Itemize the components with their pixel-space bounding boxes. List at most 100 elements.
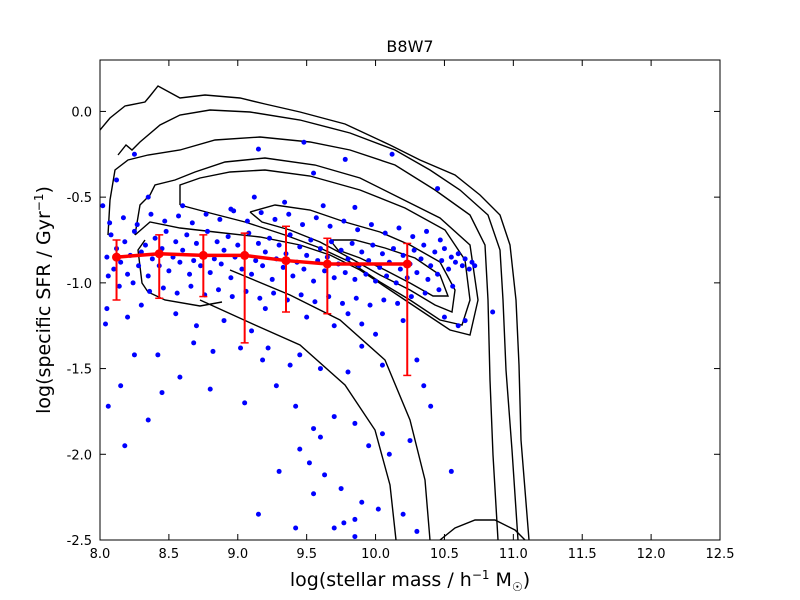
y-axis-label-sup: −1 [32,194,46,212]
scatter-point [107,220,113,226]
contour-level-7 [329,239,450,297]
contour-level-1 [99,85,530,541]
scatter-point [432,249,438,255]
scatter-point [448,254,454,260]
y-tick-label: -1.0 [67,277,92,292]
scatter-point [229,294,235,300]
scatter-point [160,285,166,291]
scatter-point [260,357,266,363]
x-tick-label: 10.5 [430,547,459,562]
scatter-point [359,321,365,327]
scatter-point [355,227,361,233]
scatter-point [446,266,452,272]
scatter-point [331,414,337,420]
scatter-point [400,252,406,258]
scatter-point [317,246,323,252]
scatter-point [145,273,151,279]
scatter-point [136,263,142,269]
scatter-point [269,276,275,282]
x-tick-label: 9.0 [227,547,248,562]
scatter-point [300,222,306,228]
scatter-point [331,323,337,329]
scatter-point [125,314,131,320]
scatter-point [105,403,111,409]
scatter-point [370,242,376,248]
scatter-point [184,232,190,238]
scatter-point [448,468,454,474]
scatter-point [381,297,387,303]
scatter-point [177,374,183,380]
scatter-point [142,242,148,248]
scatter-point [297,244,303,250]
scatter-point [286,211,292,217]
scatter-point [425,276,431,282]
scatter-point [298,292,304,298]
scatter-point [452,259,458,265]
scatter-point [131,352,137,358]
contour-level-2 [117,109,519,541]
scatter-point [122,239,128,245]
scatter-point [312,299,318,305]
scatter-point [122,443,128,449]
y-tick-label: -0.5 [67,191,92,206]
y-tick-label: -1.5 [67,363,92,378]
scatter-point [273,383,279,389]
scatter-point [352,534,358,540]
scatter-point [293,403,299,409]
scatter-point [297,446,303,452]
scatter-point [331,275,337,281]
y-tick-label: -2.0 [67,448,92,463]
scatter-point [104,306,110,312]
scatter-point [414,528,420,534]
chart-title: B8W7 [386,37,433,56]
scatter-point [435,186,441,192]
scatter-point [253,258,259,264]
scatter-point [352,516,358,522]
scatter-point [339,300,345,306]
scatter-point [352,204,358,210]
scatter-point [138,249,144,255]
scatter-point [306,460,312,466]
scatter-point [221,247,227,253]
scatter-point [125,271,131,277]
scatter-point [421,383,427,389]
scatter-point [352,420,358,426]
scatter-point [359,249,365,255]
scatter-point [114,177,120,183]
scatter-point [384,273,390,279]
x-axis-label: log(stellar mass / h−1 M☉) [290,568,530,594]
scatter-point [191,258,197,264]
scatter-point [118,259,124,265]
scatter-point [215,287,221,293]
scatter-point [249,271,255,277]
scatter-point [439,258,445,264]
scatter-point [462,318,468,324]
scatter-point [276,468,282,474]
scatter-point [395,300,401,306]
scatter-point [138,302,144,308]
scatter-point [396,225,402,231]
scatter-point [328,239,334,245]
scatter-point [193,323,199,329]
scatter-point [331,525,337,531]
scatter-point [437,237,443,243]
y-axis-label-close: ) [33,186,55,193]
median-point [154,249,164,259]
y-tick-label: 0.0 [71,105,92,120]
scatter-point [345,369,351,375]
scatter-point [397,266,403,272]
scatter-point [317,366,323,372]
x-tick-label: 11.0 [499,547,528,562]
scatter-point [204,228,210,234]
scatter-point [166,268,172,274]
scatter-point [379,251,385,257]
scatter-point [198,263,204,269]
scatter-point [152,235,158,241]
x-tick-label: 9.5 [296,547,317,562]
scatter-point [322,472,328,478]
scatter-point [262,249,268,255]
scatter-point [472,263,478,269]
scatter-point [342,156,348,162]
scatter-point [428,263,434,269]
